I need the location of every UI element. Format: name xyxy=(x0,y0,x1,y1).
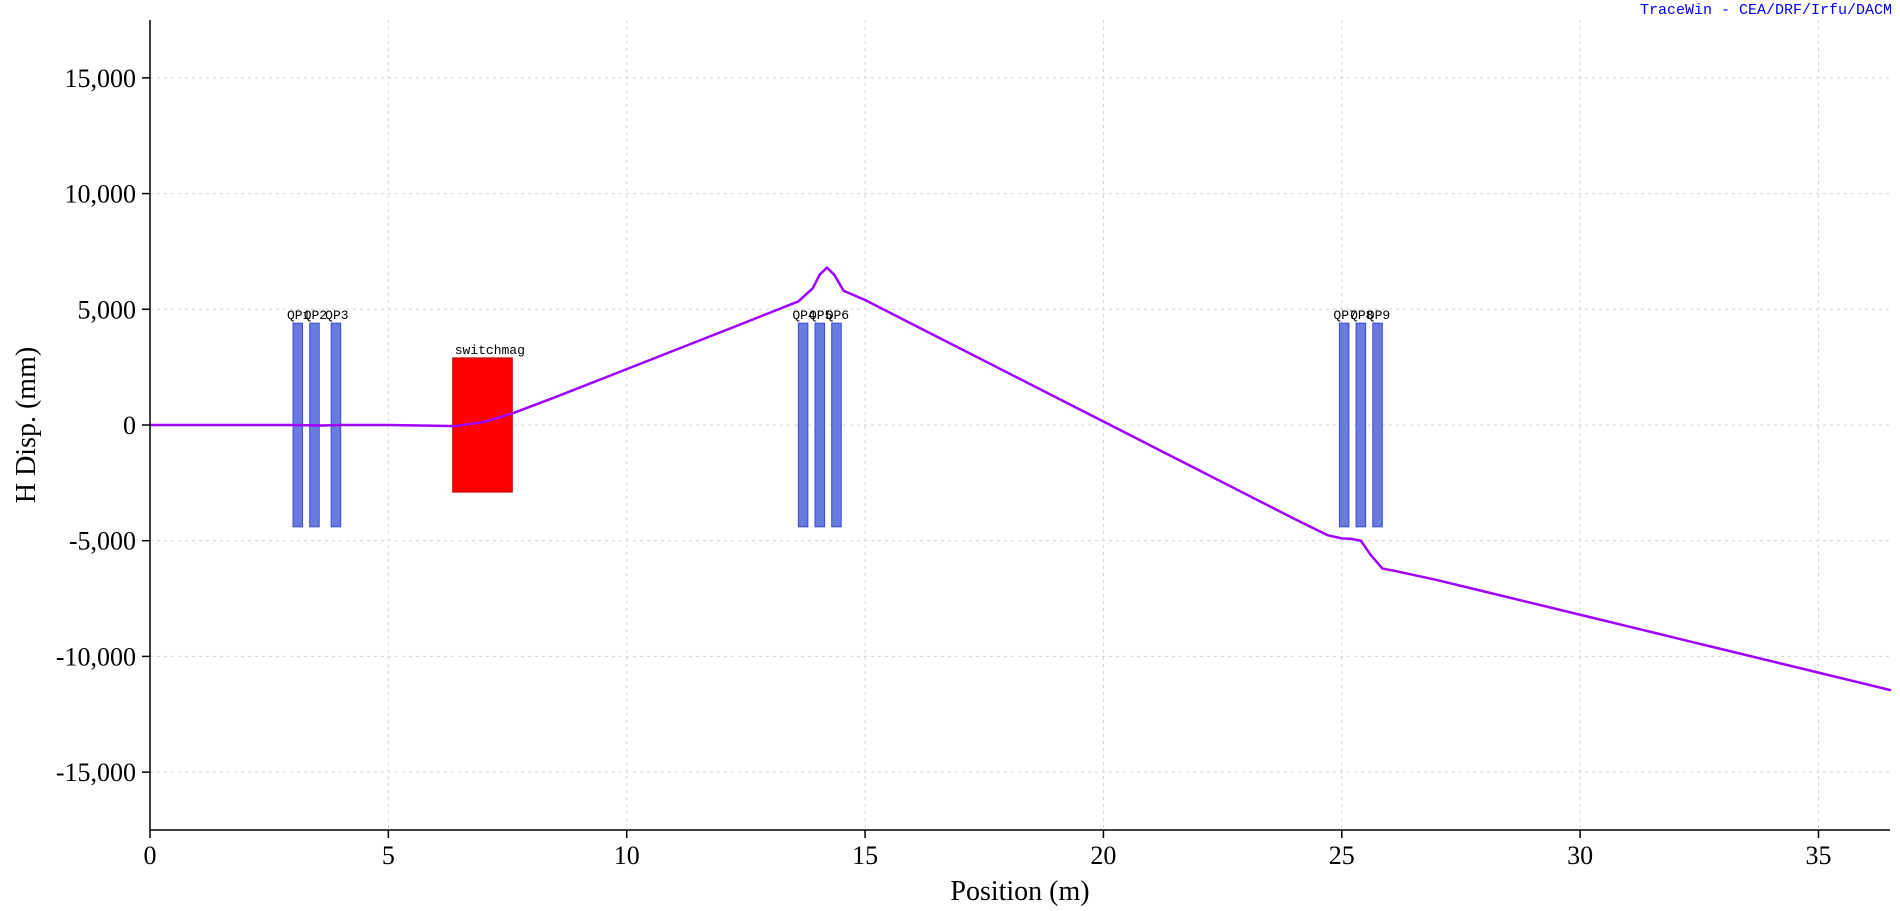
x-axis-label: Position (m) xyxy=(950,876,1089,907)
beamline-element xyxy=(1339,323,1349,527)
dispersion-curve xyxy=(150,268,1890,690)
y-tick-label: -5,000 xyxy=(69,527,136,556)
y-tick-label: 10,000 xyxy=(65,180,137,209)
x-tick-label: 0 xyxy=(144,841,157,870)
y-axis-label: H Disp. (mm) xyxy=(11,347,42,503)
y-tick-label: 15,000 xyxy=(65,64,137,93)
element-label: switchmag xyxy=(455,343,525,358)
x-tick-label: 30 xyxy=(1567,841,1593,870)
y-tick-label: -10,000 xyxy=(56,642,136,671)
x-tick-label: 15 xyxy=(852,841,878,870)
beamline-element xyxy=(1356,323,1366,527)
y-tick-label: -15,000 xyxy=(56,758,136,787)
beamline-element xyxy=(798,323,808,527)
dispersion-chart: QP1QP2QP3switchmagQP4QP5QP6QP7QP8QP90510… xyxy=(0,0,1900,911)
x-tick-label: 25 xyxy=(1329,841,1355,870)
element-label: QP6 xyxy=(826,308,849,323)
chart-container: TraceWin - CEA/DRF/Irfu/DACM QP1QP2QP3sw… xyxy=(0,0,1900,911)
x-tick-label: 5 xyxy=(382,841,395,870)
y-tick-label: 0 xyxy=(123,411,136,440)
x-tick-label: 35 xyxy=(1805,841,1831,870)
element-label: QP3 xyxy=(325,308,348,323)
beamline-element xyxy=(1373,323,1383,527)
beamline-element xyxy=(832,323,842,527)
x-tick-label: 20 xyxy=(1090,841,1116,870)
x-tick-label: 10 xyxy=(614,841,640,870)
y-tick-label: 5,000 xyxy=(78,295,137,324)
element-label: QP9 xyxy=(1367,308,1390,323)
beamline-element xyxy=(815,323,825,527)
watermark: TraceWin - CEA/DRF/Irfu/DACM xyxy=(1640,2,1892,19)
element-label: QP2 xyxy=(304,308,327,323)
